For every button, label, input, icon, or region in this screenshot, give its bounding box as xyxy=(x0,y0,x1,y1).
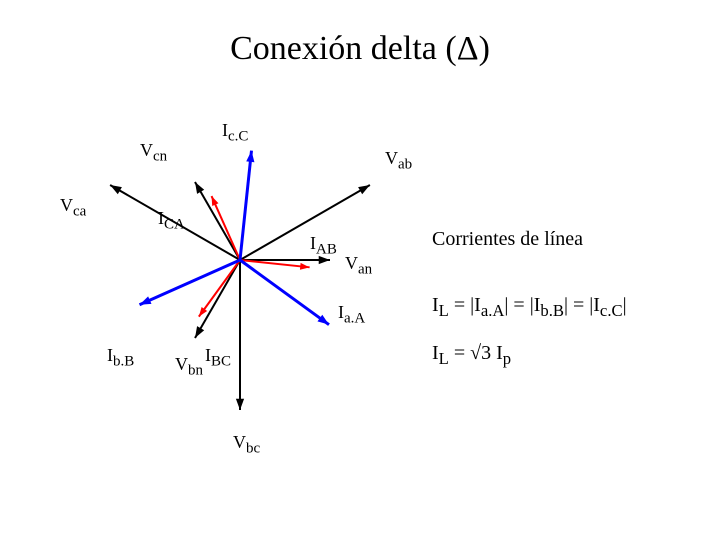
label-Vab: Vab xyxy=(385,148,412,174)
label-IaA: Ia.A xyxy=(338,302,365,328)
label-IAB: IAB xyxy=(310,233,337,259)
label-IbB: Ib.B xyxy=(107,345,134,371)
section-heading: Corrientes de línea xyxy=(432,228,583,251)
label-Van: Van xyxy=(345,253,372,279)
equation-magnitudes: IL = |Ia.A| = |Ib.B| = |Ic.C| xyxy=(432,294,627,321)
label-ICA: ICA xyxy=(158,208,185,234)
label-Vca: Vca xyxy=(60,195,86,221)
label-Vbn: Vbn xyxy=(175,354,203,380)
label-Vcn: Vcn xyxy=(140,140,167,166)
label-Vbc: Vbc xyxy=(233,432,260,458)
equation-root3: IL = √3 Ip xyxy=(432,342,511,369)
label-IcC: Ic.C xyxy=(222,120,248,146)
label-IBC: IBC xyxy=(205,345,231,371)
